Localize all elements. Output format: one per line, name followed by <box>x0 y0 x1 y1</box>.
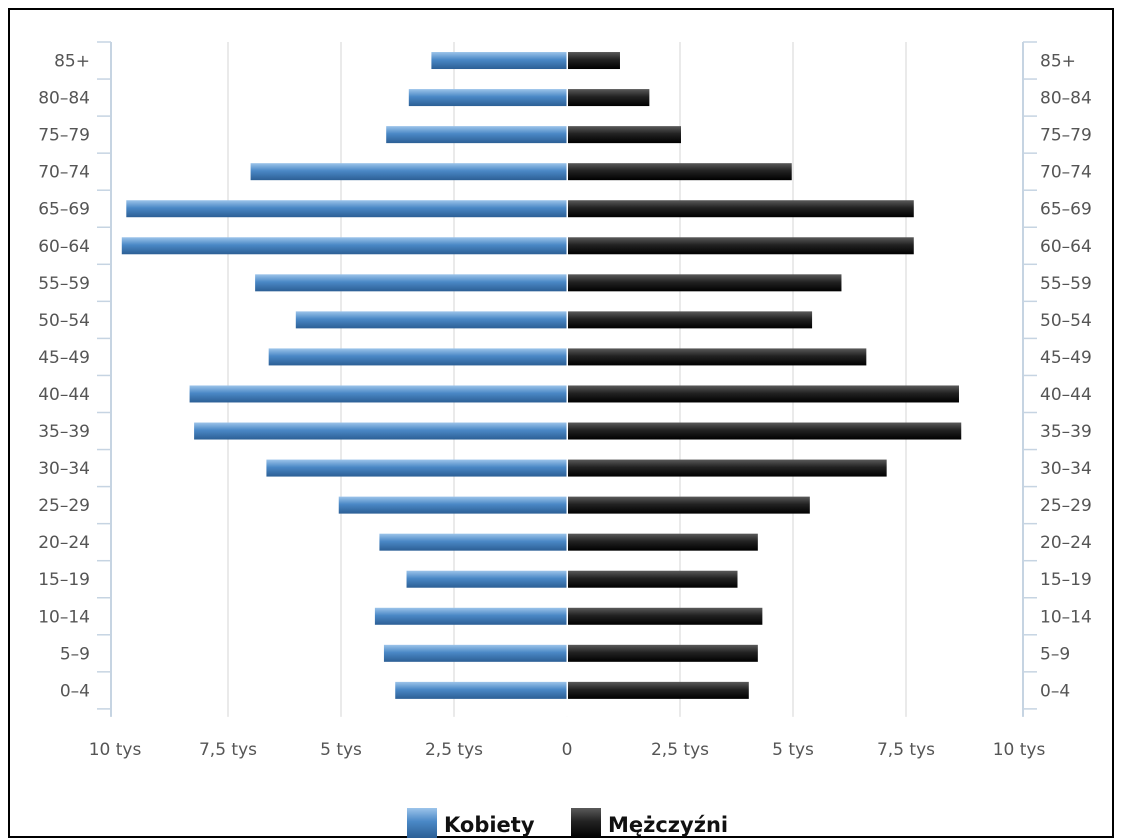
x-tick-label: 7,5 tys <box>877 740 935 760</box>
category-label-left: 25–29 <box>38 496 90 516</box>
bar-mezczyzni-25-29[interactable] <box>568 497 810 514</box>
category-label-left: 35–39 <box>38 422 90 442</box>
x-tick-labels: 10 tys 7,5 tys 5 tys 2,5 tys 0 2,5 tys 5 tys 7,… <box>89 740 1046 760</box>
category-label-right: 55–59 <box>1040 274 1092 294</box>
category-label-right: 35–39 <box>1040 422 1092 442</box>
bar-mezczyzni-55-59[interactable] <box>568 274 841 291</box>
bar-kobiety-35-39[interactable] <box>194 423 567 440</box>
bar-mezczyzni-45-49[interactable] <box>568 348 866 365</box>
category-label-left: 70–74 <box>38 163 90 183</box>
bar-mezczyzni-35-39[interactable] <box>568 423 961 440</box>
bar-mezczyzni-20-24[interactable] <box>568 534 758 551</box>
category-label-left: 60–64 <box>38 237 90 257</box>
category-label-right: 40–44 <box>1040 385 1092 405</box>
chart-frame: 85+ 85+ 80–84 80–84 75–79 75–79 70–74 70–74 65–6… <box>8 8 1114 838</box>
bar-kobiety-80-84[interactable] <box>409 89 567 106</box>
bar-kobiety-50-54[interactable] <box>296 311 567 328</box>
category-label-right: 20–24 <box>1040 533 1092 553</box>
x-tick-label: 2,5 tys <box>651 740 709 760</box>
bar-mezczyzni-60-64[interactable] <box>568 237 914 254</box>
x-tick-label: 7,5 tys <box>199 740 257 760</box>
category-labels: 85+ 85+ 80–84 80–84 75–79 75–79 70–74 70–74 65–6… <box>38 52 1092 702</box>
bar-kobiety-0-4[interactable] <box>395 682 567 699</box>
bar-kobiety-30-34[interactable] <box>266 460 567 477</box>
bar-mezczyzni-30-34[interactable] <box>568 460 887 477</box>
bar-kobiety-60-64[interactable] <box>122 237 567 254</box>
bar-mezczyzni-50-54[interactable] <box>568 311 812 328</box>
bar-mezczyzni-65-69[interactable] <box>568 200 914 217</box>
category-label-left: 5–9 <box>60 644 90 664</box>
bar-kobiety-65-69[interactable] <box>126 200 567 217</box>
bar-kobiety-85+[interactable] <box>431 52 567 69</box>
category-label-left: 50–54 <box>38 311 90 331</box>
category-label-left: 15–19 <box>38 570 90 590</box>
bars <box>122 42 961 717</box>
x-tick-label: 5 tys <box>320 740 362 760</box>
x-tick-label: 5 tys <box>772 740 814 760</box>
x-tick-label: 2,5 tys <box>425 740 483 760</box>
bar-mezczyzni-70-74[interactable] <box>568 163 792 180</box>
category-label-right: 75–79 <box>1040 126 1092 146</box>
category-label-right: 25–29 <box>1040 496 1092 516</box>
bar-mezczyzni-0-4[interactable] <box>568 682 749 699</box>
bar-kobiety-55-59[interactable] <box>255 274 567 291</box>
category-label-left: 20–24 <box>38 533 90 553</box>
bar-kobiety-15-19[interactable] <box>407 571 567 588</box>
bar-kobiety-10-14[interactable] <box>375 608 567 625</box>
category-label-right: 45–49 <box>1040 348 1092 368</box>
x-tick-label: 10 tys <box>993 740 1046 760</box>
bar-mezczyzni-15-19[interactable] <box>568 571 738 588</box>
category-label-left: 80–84 <box>38 89 90 109</box>
category-label-left: 55–59 <box>38 274 90 294</box>
category-label-right: 60–64 <box>1040 237 1092 257</box>
category-label-right: 70–74 <box>1040 163 1092 183</box>
x-tick-label: 10 tys <box>89 740 142 760</box>
legend-label[interactable]: Mężczyźni <box>608 813 728 837</box>
bar-kobiety-20-24[interactable] <box>379 534 567 551</box>
legend-swatch[interactable] <box>407 808 437 838</box>
bar-kobiety-40-44[interactable] <box>190 385 567 402</box>
legend-label[interactable]: Kobiety <box>444 813 535 837</box>
bar-kobiety-25-29[interactable] <box>339 497 567 514</box>
category-label-left: 10–14 <box>38 607 90 627</box>
category-label-right: 30–34 <box>1040 459 1092 479</box>
category-label-right: 80–84 <box>1040 89 1092 109</box>
bar-mezczyzni-10-14[interactable] <box>568 608 762 625</box>
bar-kobiety-5-9[interactable] <box>384 645 567 662</box>
category-label-left: 45–49 <box>38 348 90 368</box>
x-tick-label: 0 <box>562 740 573 760</box>
category-label-left: 0–4 <box>60 681 90 701</box>
category-label-left: 65–69 <box>38 200 90 220</box>
category-label-right: 85+ <box>1040 52 1076 72</box>
bar-mezczyzni-75-79[interactable] <box>568 126 681 143</box>
bar-mezczyzni-85+[interactable] <box>568 52 620 69</box>
category-label-right: 50–54 <box>1040 311 1092 331</box>
category-label-right: 15–19 <box>1040 570 1092 590</box>
population-pyramid-chart: 85+ 85+ 80–84 80–84 75–79 75–79 70–74 70–74 65–6… <box>10 10 1116 840</box>
category-label-right: 0–4 <box>1040 681 1070 701</box>
category-label-right: 10–14 <box>1040 607 1092 627</box>
bar-mezczyzni-40-44[interactable] <box>568 385 959 402</box>
bar-mezczyzni-80-84[interactable] <box>568 89 649 106</box>
category-label-right: 65–69 <box>1040 200 1092 220</box>
category-label-right: 5–9 <box>1040 644 1070 664</box>
legend-swatch[interactable] <box>571 808 601 838</box>
bar-kobiety-45-49[interactable] <box>269 348 567 365</box>
bar-kobiety-75-79[interactable] <box>386 126 567 143</box>
category-label-left: 40–44 <box>38 385 90 405</box>
bar-kobiety-70-74[interactable] <box>251 163 567 180</box>
category-label-left: 85+ <box>54 52 90 72</box>
legend[interactable]: Kobiety Mężczyźni <box>407 808 728 838</box>
category-label-left: 30–34 <box>38 459 90 479</box>
bar-mezczyzni-5-9[interactable] <box>568 645 758 662</box>
category-label-left: 75–79 <box>38 126 90 146</box>
